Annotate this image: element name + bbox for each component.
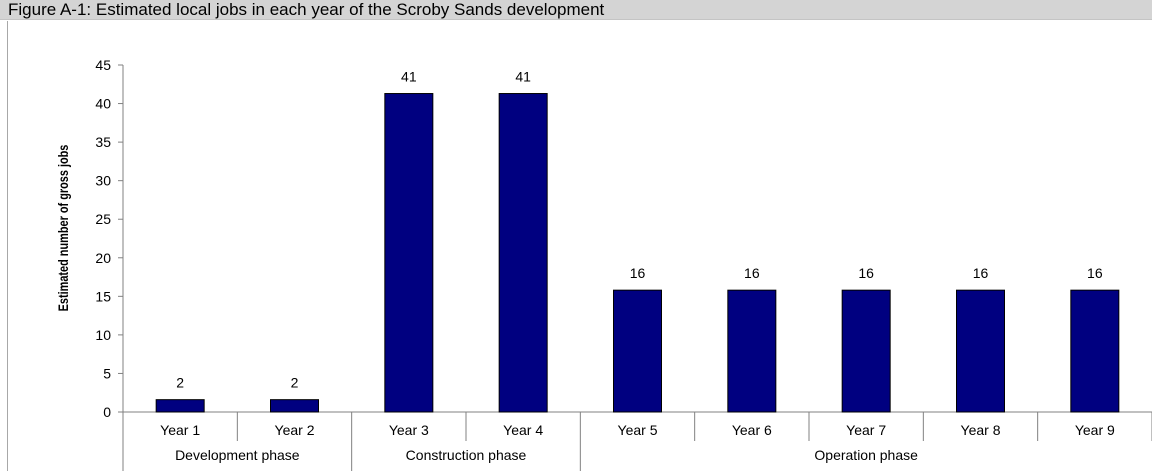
x-tick-label: Year 1 [160,422,200,438]
x-tick-label: Year 6 [732,422,772,438]
chart-bars [155,93,1120,413]
data-label: 16 [1087,265,1103,281]
y-tick-label: 30 [95,173,111,189]
bar [956,289,1005,413]
bar [841,289,891,413]
data-label: 16 [973,265,989,281]
y-tick-label: 40 [95,96,111,112]
x-tick-label: Year 3 [389,422,429,438]
bar [1070,289,1120,413]
y-tick-label: 5 [103,365,111,381]
x-tick-label: Year 9 [1075,422,1115,438]
y-tick-label: 0 [103,404,111,420]
x-tick-label: Year 8 [961,422,1001,438]
bar [270,399,319,413]
data-label: 41 [515,69,531,85]
bar [613,289,662,413]
y-tick-label: 20 [95,250,111,266]
bar [498,93,548,413]
y-tick-label: 15 [95,288,111,304]
phase-label: Construction phase [406,447,527,463]
bar [155,399,205,413]
y-tick-label: 25 [95,211,111,227]
data-label: 16 [630,265,646,281]
y-tick-label: 35 [95,134,111,150]
data-label: 16 [744,265,760,281]
data-label: 2 [291,375,299,391]
y-axis-label: Estimated number of gross jobs [56,145,72,312]
bar [727,289,777,413]
figure-title: Figure A-1: Estimated local jobs in each… [0,0,1152,20]
x-tick-label: Year 5 [618,422,658,438]
data-label: 41 [401,69,417,85]
chart-axes: 0 5 10 15 20 25 30 35 40 45 Year 1 Year 2 Year 3 Year… [95,57,1152,471]
data-label: 2 [176,375,184,391]
bar [384,93,434,413]
data-label: 16 [858,265,874,281]
phase-label: Development phase [175,447,300,463]
phase-label: Operation phase [814,447,918,463]
x-tick-label: Year 2 [275,422,315,438]
y-tick-label: 45 [95,57,111,73]
y-tick-label: 10 [95,327,111,343]
figure-left-border [7,21,8,471]
x-tick-label: Year 4 [503,422,543,438]
x-tick-label: Year 7 [846,422,886,438]
chart-data-labels: 2 2 41 41 16 16 16 16 16 [176,69,1103,391]
